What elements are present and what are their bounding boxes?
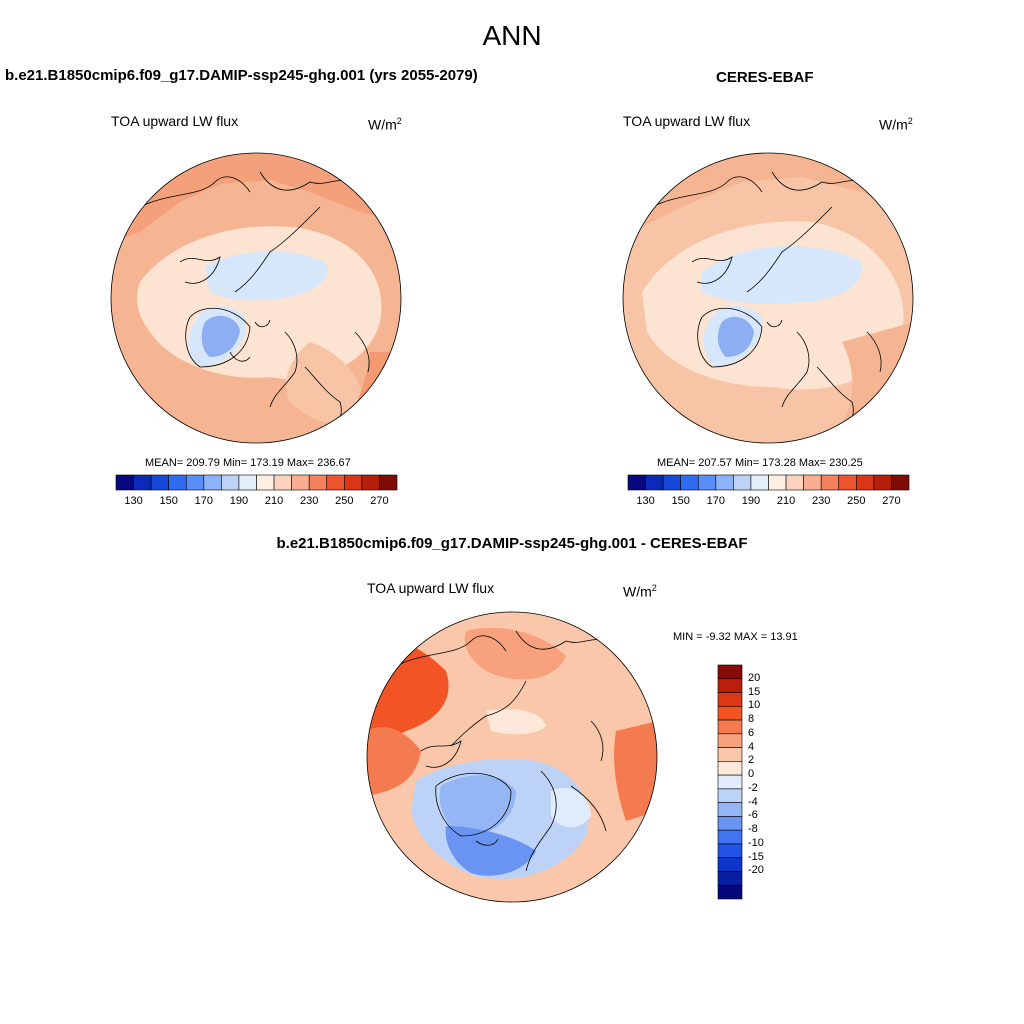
colorbar-tick-label: -4 bbox=[748, 795, 758, 808]
colorbar-swatch bbox=[873, 474, 892, 491]
colorbar-tick-label: -2 bbox=[748, 781, 758, 794]
panel3-colorbar bbox=[717, 664, 743, 900]
colorbar-swatch bbox=[856, 474, 875, 491]
colorbar-tick-label: -6 bbox=[748, 809, 758, 822]
panel2-units-label: W/m2 bbox=[879, 116, 913, 133]
colorbar-swatch bbox=[697, 474, 717, 491]
colorbar-tick-label: 150 bbox=[159, 495, 178, 507]
colorbar-tick-label: 250 bbox=[335, 495, 354, 507]
colorbar-swatch bbox=[238, 474, 257, 491]
colorbar-tick-label: 270 bbox=[882, 495, 901, 507]
panel3-polar-map bbox=[366, 611, 658, 903]
panel2-colorbar bbox=[627, 474, 910, 491]
colorbar-tick-label: 8 bbox=[748, 713, 755, 726]
panel1-polar-map bbox=[110, 152, 402, 444]
colorbar-tick-label: 0 bbox=[748, 768, 755, 781]
colorbar-swatch bbox=[717, 802, 743, 817]
colorbar-tick-label: -20 bbox=[748, 864, 764, 877]
colorbar-swatch bbox=[256, 474, 275, 491]
colorbar-swatch bbox=[379, 474, 398, 491]
colorbar-swatch bbox=[717, 843, 743, 859]
panel3-units-label: W/m2 bbox=[623, 583, 657, 600]
panel1-colorbar bbox=[115, 474, 398, 491]
figure-title: ANN bbox=[482, 20, 542, 51]
colorbar-swatch bbox=[133, 474, 152, 491]
colorbar-tick-label: 10 bbox=[748, 699, 761, 712]
colorbar-swatch bbox=[891, 474, 910, 491]
panel1-title: b.e21.B1850cmip6.f09_g17.DAMIP-ssp245-gh… bbox=[5, 67, 478, 84]
panel3-variable-label: TOA upward LW flux bbox=[367, 580, 495, 596]
colorbar-tick-label: 130 bbox=[124, 495, 143, 507]
colorbar-swatch bbox=[662, 474, 681, 491]
panel1-variable-label: TOA upward LW flux bbox=[111, 113, 239, 129]
colorbar-tick-label: 230 bbox=[812, 495, 831, 507]
colorbar-swatch bbox=[717, 761, 743, 776]
colorbar-swatch bbox=[326, 474, 345, 491]
colorbar-swatch bbox=[750, 474, 769, 491]
colorbar-tick-label: 210 bbox=[776, 495, 796, 507]
colorbar-swatch bbox=[344, 474, 363, 491]
colorbar-swatch bbox=[361, 474, 380, 491]
colorbar-swatch bbox=[150, 474, 169, 491]
colorbar-swatch bbox=[221, 474, 240, 491]
colorbar-swatch bbox=[115, 474, 134, 491]
colorbar-tick-label: -8 bbox=[748, 823, 758, 836]
colorbar-swatch bbox=[838, 474, 857, 491]
colorbar-tick-label: 150 bbox=[671, 495, 690, 507]
colorbar-tick-label: 270 bbox=[370, 495, 389, 507]
colorbar-swatch bbox=[717, 692, 743, 707]
colorbar-tick-label: 170 bbox=[706, 495, 725, 507]
colorbar-swatch bbox=[717, 829, 743, 845]
colorbar-swatch bbox=[768, 474, 787, 491]
colorbar-tick-label: 190 bbox=[229, 495, 249, 507]
panel1-units-label: W/m2 bbox=[368, 116, 402, 133]
colorbar-swatch bbox=[717, 884, 743, 900]
colorbar-swatch bbox=[717, 719, 743, 735]
colorbar-tick-label: -10 bbox=[748, 836, 764, 849]
colorbar-swatch bbox=[717, 664, 743, 680]
panel2-title: CERES-EBAF bbox=[716, 69, 814, 86]
panel3-title: b.e21.B1850cmip6.f09_g17.DAMIP-ssp245-gh… bbox=[276, 535, 748, 552]
colorbar-tick-label: 190 bbox=[741, 495, 761, 507]
colorbar-swatch bbox=[627, 474, 646, 491]
colorbar-swatch bbox=[717, 705, 743, 721]
colorbar-swatch bbox=[717, 816, 743, 831]
colorbar-tick-label: 20 bbox=[748, 671, 761, 684]
colorbar-swatch bbox=[680, 474, 699, 491]
colorbar-swatch bbox=[785, 474, 804, 491]
colorbar-tick-label: 130 bbox=[636, 495, 655, 507]
colorbar-swatch bbox=[717, 733, 743, 748]
colorbar-tick-label: -15 bbox=[748, 850, 764, 863]
colorbar-swatch bbox=[273, 474, 292, 491]
panel2-polar-map bbox=[622, 152, 914, 444]
colorbar-tick-label: 15 bbox=[748, 685, 761, 698]
colorbar-swatch bbox=[717, 678, 743, 693]
colorbar-swatch bbox=[185, 474, 205, 491]
colorbar-swatch bbox=[733, 474, 752, 491]
colorbar-swatch bbox=[308, 474, 328, 491]
colorbar-swatch bbox=[820, 474, 840, 491]
colorbar-tick-label: 2 bbox=[748, 754, 755, 767]
colorbar-swatch bbox=[168, 474, 187, 491]
colorbar-swatch bbox=[203, 474, 222, 491]
colorbar-swatch bbox=[717, 774, 743, 790]
colorbar-tick-label: 210 bbox=[264, 495, 284, 507]
colorbar-tick-label: 230 bbox=[300, 495, 319, 507]
colorbar-tick-label: 6 bbox=[748, 726, 755, 739]
colorbar-swatch bbox=[715, 474, 734, 491]
panel2-stats: MEAN= 207.57 Min= 173.28 Max= 230.25 bbox=[657, 457, 863, 469]
colorbar-swatch bbox=[717, 788, 743, 803]
colorbar-swatch bbox=[717, 747, 743, 762]
colorbar-swatch bbox=[803, 474, 822, 491]
colorbar-tick-label: 250 bbox=[847, 495, 866, 507]
colorbar-swatch bbox=[717, 857, 743, 872]
panel3-stats: MIN = -9.32 MAX = 13.91 bbox=[673, 631, 798, 643]
colorbar-tick-label: 4 bbox=[748, 740, 755, 753]
panel1-stats: MEAN= 209.79 Min= 173.19 Max= 236.67 bbox=[145, 457, 351, 469]
colorbar-swatch bbox=[645, 474, 664, 491]
colorbar-tick-label: 170 bbox=[194, 495, 213, 507]
colorbar-swatch bbox=[717, 871, 743, 886]
colorbar-swatch bbox=[291, 474, 310, 491]
panel2-variable-label: TOA upward LW flux bbox=[623, 113, 751, 129]
